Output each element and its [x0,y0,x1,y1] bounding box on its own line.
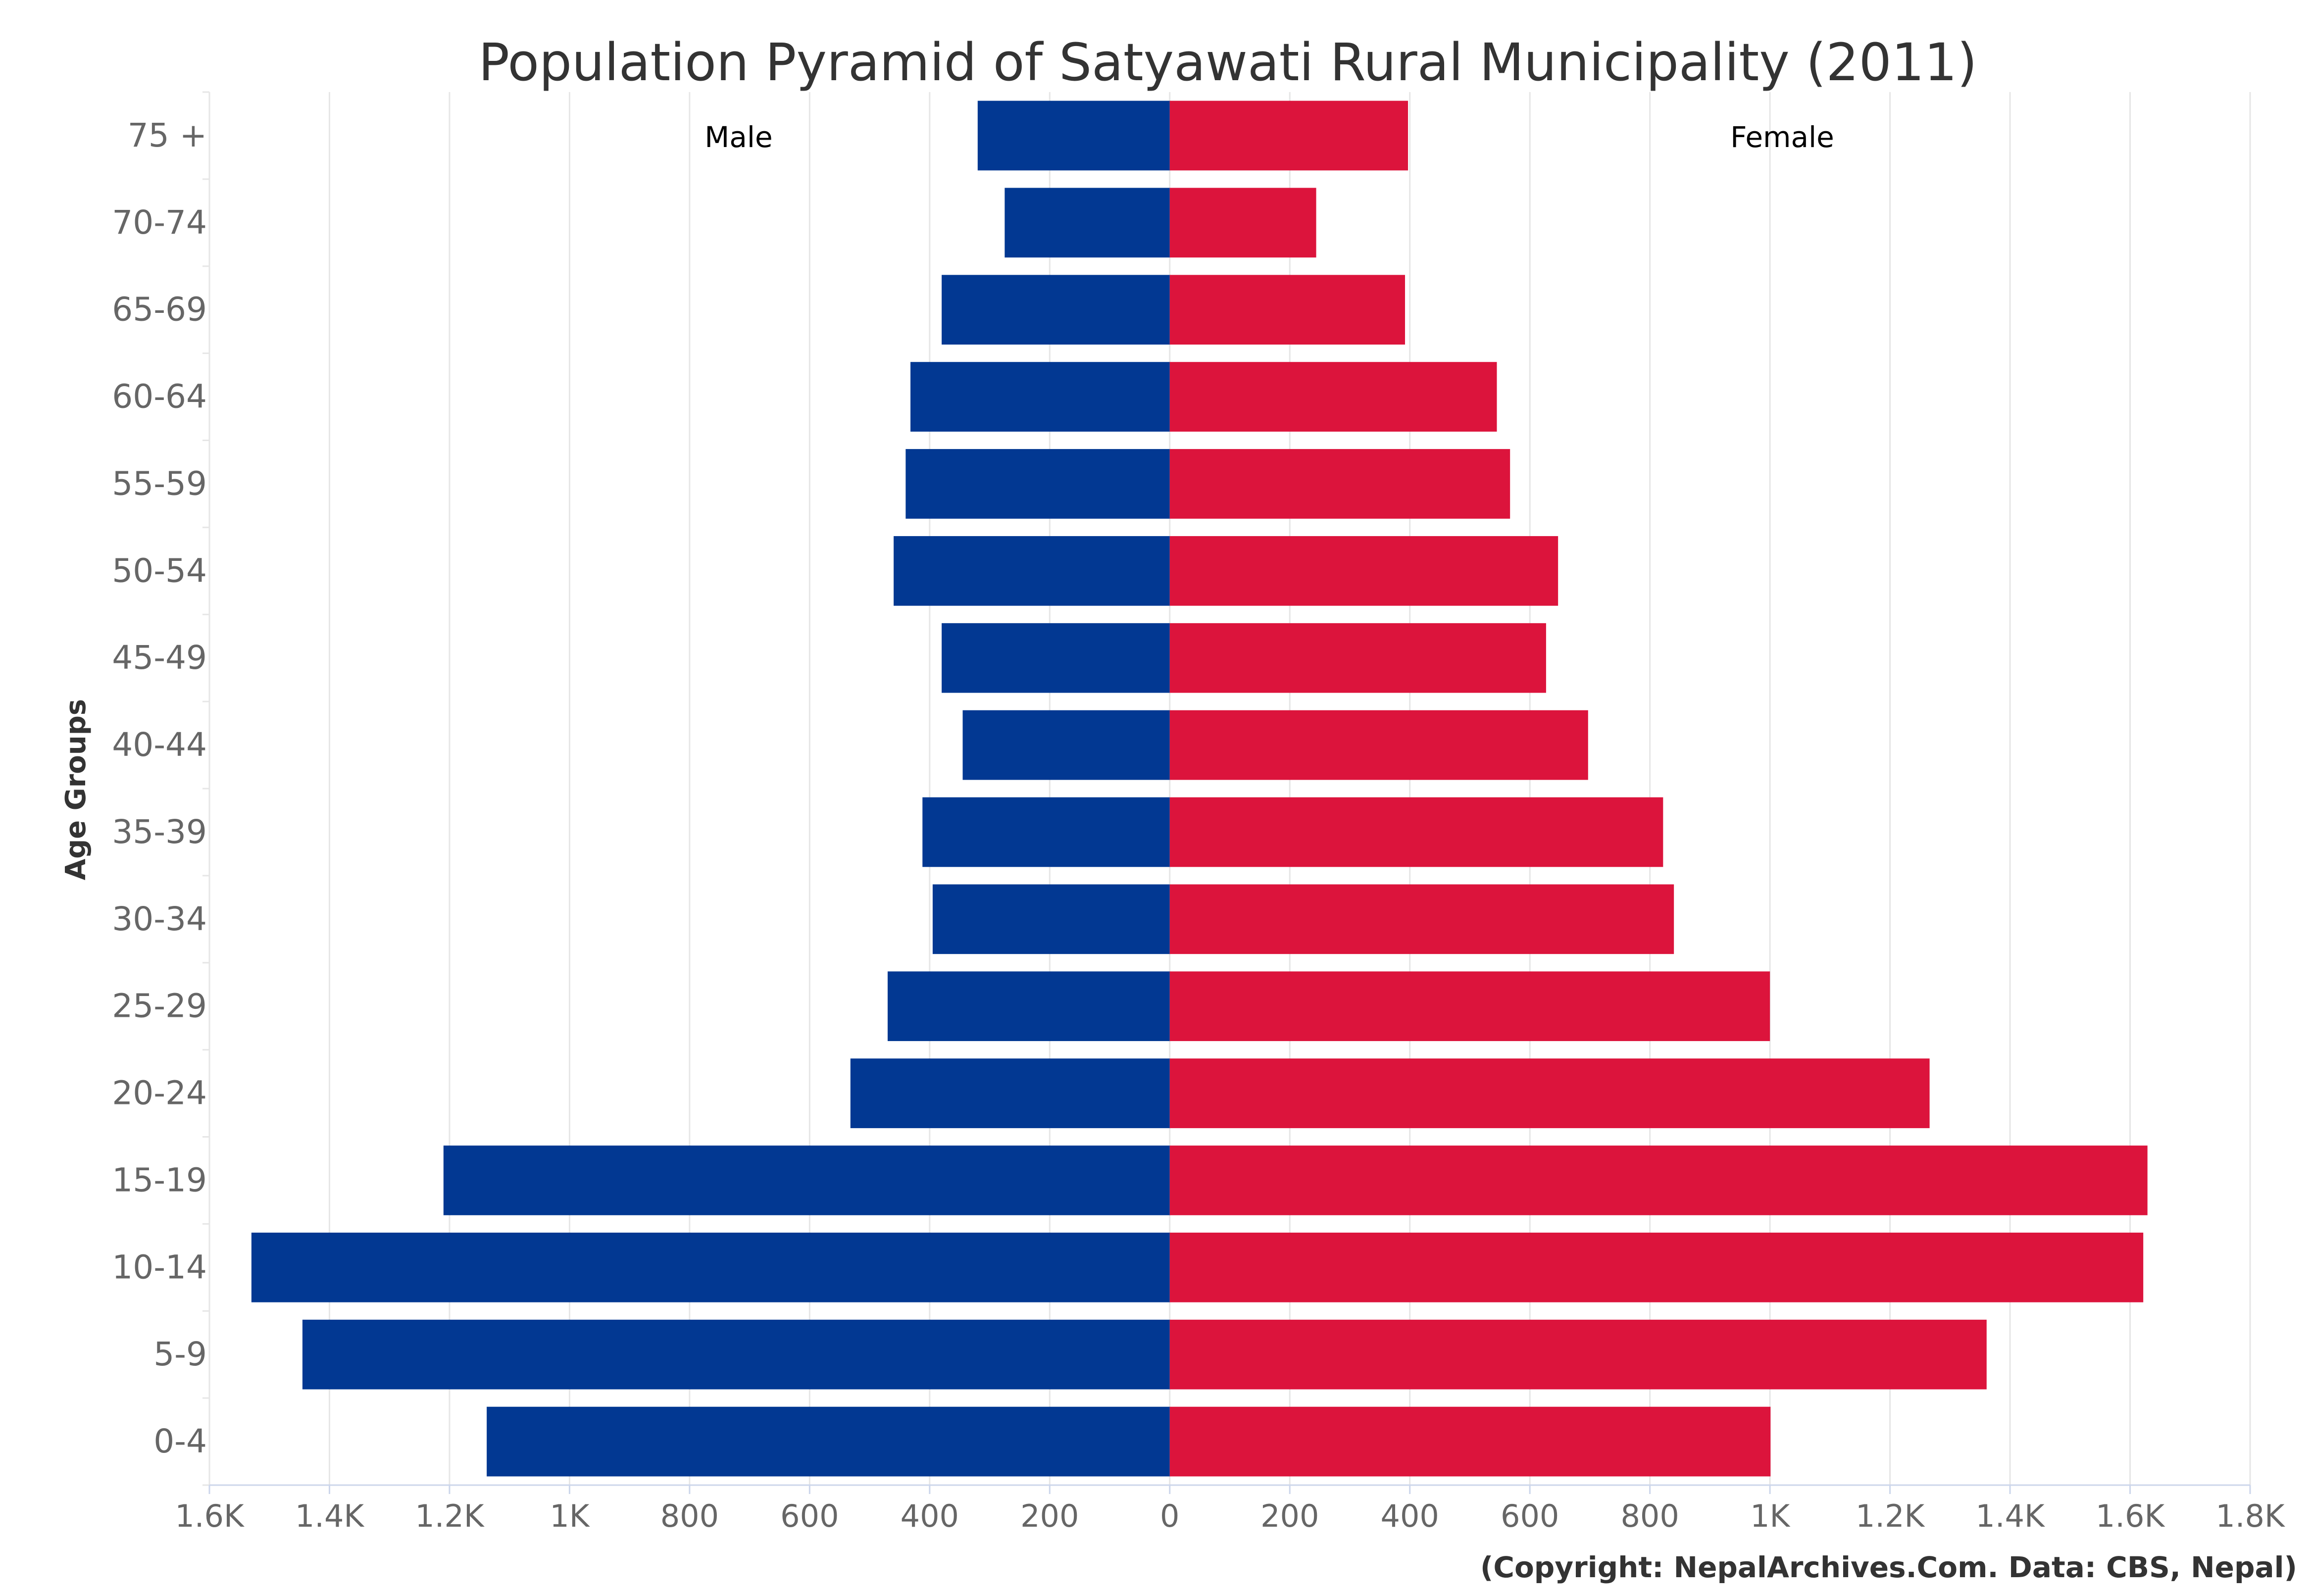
male-bar [887,971,1170,1042]
male-bar [922,797,1170,867]
male-bar [910,362,1170,432]
x-tick-label: 1.2K [415,1498,485,1534]
male-bar [942,275,1170,345]
male-bar [905,449,1170,519]
male-bar [251,1232,1170,1302]
age-group-label: 45-49 [112,639,207,677]
x-tick-label: 1.6K [175,1498,245,1534]
age-group-label: 25-29 [112,987,207,1025]
female-side-label: Female [1730,120,1834,154]
x-tick-label: 800 [1620,1498,1679,1534]
female-bar [1169,100,1408,171]
age-group-label: 30-34 [112,900,207,938]
x-tick-label: 600 [1501,1498,1559,1534]
age-group-label: 10-14 [112,1248,207,1286]
female-bar [1169,449,1510,519]
age-group-label: 35-39 [112,813,207,851]
chart-title: Population Pyramid of Satyawati Rural Mu… [478,32,1977,93]
age-group-label: 55-59 [112,464,207,502]
bar-layer [251,100,2148,1477]
male-bar [850,1058,1170,1128]
female-bar [1169,1406,1771,1477]
x-tick-label: 1K [550,1498,590,1534]
x-tick-label: 1.6K [2096,1498,2165,1534]
male-bar [932,884,1170,954]
x-tick-label: 1K [1750,1498,1790,1534]
x-tick-label: 600 [780,1498,839,1534]
female-bar [1169,188,1316,258]
copyright-credit: (Copyright: NepalArchives.Com. Data: CBS… [1480,1550,2297,1584]
male-bar [962,710,1170,780]
age-group-label: 15-19 [112,1161,207,1199]
male-bar [894,536,1170,606]
female-bar [1169,971,1770,1042]
x-tick-label: 800 [660,1498,719,1534]
age-group-label: 20-24 [112,1074,207,1112]
x-tick-label: 400 [901,1498,959,1534]
x-tick-label: 0 [1160,1498,1179,1534]
x-tick-label: 1.4K [1975,1498,2045,1534]
male-bar [487,1406,1170,1477]
x-tick-label: 200 [1020,1498,1079,1534]
male-bar [1005,188,1170,258]
x-tick-label: 1.8K [2215,1498,2285,1534]
y-axis-label: Age Groups [60,699,92,880]
male-side-label: Male [704,120,772,154]
female-bar [1169,1232,2144,1302]
x-tick-label: 1.2K [1856,1498,1925,1534]
y-axis-categories: 75 + 70-74 65-69 60-64 55-59 50-54 45-49 40-44 3… [112,116,207,1460]
female-bar [1169,623,1546,693]
female-bar [1169,1319,1987,1390]
x-axis-ticks: 1.6K 1.4K 1.2K 1K 800 600 400 200 0 200 400 600 800 1… [175,1485,2285,1534]
female-bar [1169,536,1558,606]
female-bar [1169,362,1497,432]
age-group-label: 5-9 [153,1335,207,1373]
male-bar [302,1319,1170,1390]
x-tick-label: 400 [1381,1498,1439,1534]
age-group-label: 70-74 [112,203,207,242]
female-bar [1169,1058,1930,1128]
male-bar [942,623,1170,693]
female-bar [1169,797,1663,867]
x-tick-label: 1.4K [295,1498,365,1534]
age-group-label: 75 + [128,116,207,154]
male-bar [977,100,1170,171]
male-bar [443,1146,1170,1215]
female-bar [1169,884,1674,954]
female-bar [1169,1146,2148,1215]
female-bar [1169,275,1406,345]
age-group-label: 0-4 [153,1422,207,1460]
age-group-label: 60-64 [112,378,207,416]
age-group-label: 65-69 [112,291,207,329]
female-bar [1169,710,1588,780]
age-group-label: 50-54 [112,551,207,590]
age-group-label: 40-44 [112,726,207,764]
x-tick-label: 200 [1260,1498,1319,1534]
